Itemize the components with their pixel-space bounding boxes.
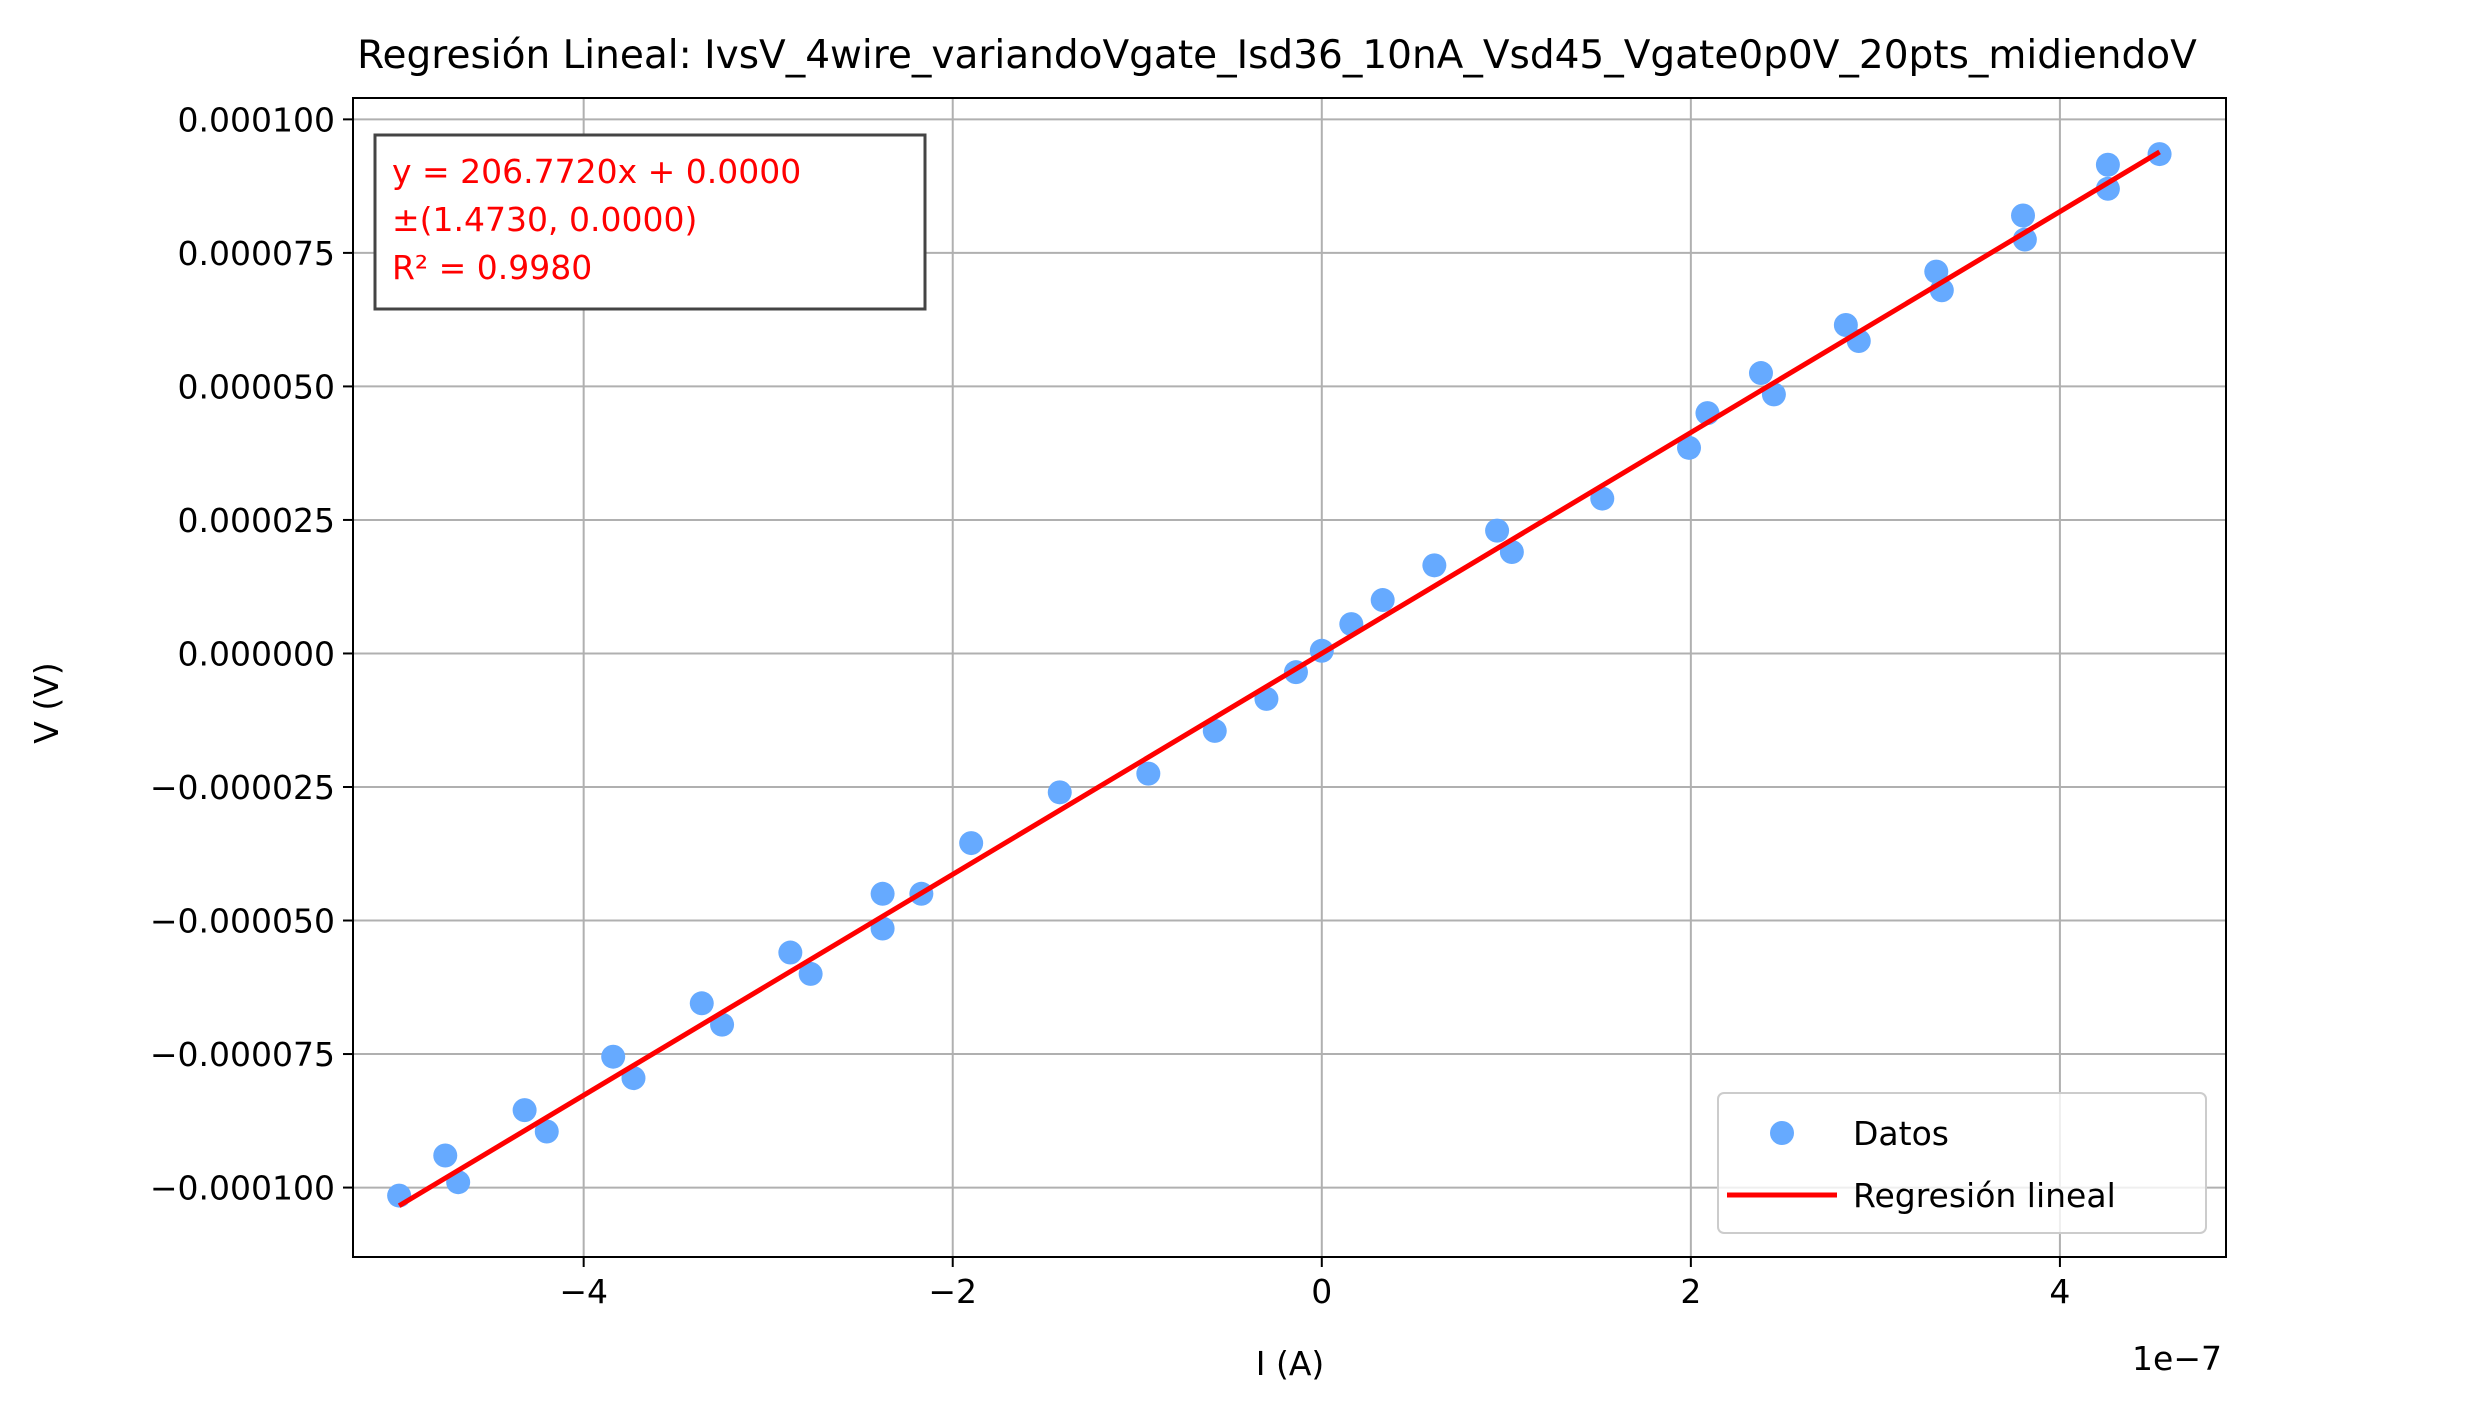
y-axis-label: V (V) xyxy=(27,662,66,743)
data-point xyxy=(1202,718,1227,743)
y-tick-label: 0.000025 xyxy=(178,501,335,540)
y-tick-label: 0.000050 xyxy=(178,367,335,406)
x-tick-label: −4 xyxy=(559,1272,608,1311)
data-point xyxy=(1422,553,1447,578)
annotation-equation: y = 206.7720x + 0.0000 xyxy=(392,152,801,191)
data-point xyxy=(1833,312,1858,337)
plot-frame xyxy=(352,97,2227,1258)
legend-label-regresion: Regresión lineal xyxy=(1853,1176,2116,1215)
y-tick-label: −0.000050 xyxy=(150,902,335,941)
x-tick-label: −2 xyxy=(928,1272,977,1311)
x-axis-label: I (A) xyxy=(1256,1344,1325,1383)
data-point xyxy=(512,1098,537,1123)
x-tick-label: 4 xyxy=(2049,1272,2070,1311)
data-point xyxy=(433,1143,458,1168)
y-axis-ticks: 0.000100 0.000075 0.000050 0.000025 0.000000… xyxy=(150,100,353,1208)
data-layer xyxy=(387,142,2172,1208)
x-tick-label: 0 xyxy=(1311,1272,1332,1311)
y-tick-label: −0.000025 xyxy=(150,768,335,807)
data-point xyxy=(689,991,714,1016)
data-point xyxy=(1590,486,1615,511)
y-tick-label: −0.000075 xyxy=(150,1035,335,1074)
y-tick-label: −0.000100 xyxy=(150,1169,335,1208)
annotation-uncertainty: ±(1.4730, 0.0000) xyxy=(392,200,697,239)
regression-line xyxy=(397,149,2161,1208)
data-point xyxy=(870,881,895,906)
annotation-box xyxy=(373,133,927,311)
legend: Datos Regresión lineal xyxy=(1717,1092,2207,1234)
data-point xyxy=(778,940,803,965)
data-point xyxy=(1748,361,1773,386)
x-axis-offset-label: 1e−7 xyxy=(2132,1339,2222,1378)
data-point xyxy=(1677,435,1702,460)
data-point xyxy=(1370,588,1395,613)
x-tick-label: 2 xyxy=(1680,1272,1701,1311)
data-point xyxy=(621,1066,646,1091)
legend-marker-datos xyxy=(1770,1121,1794,1145)
chart-title: Regresión Lineal: IvsV_4wire_variandoVga… xyxy=(357,33,2197,78)
data-point xyxy=(2095,176,2120,201)
data-point xyxy=(534,1119,559,1144)
x-axis-ticks: −4 −2 0 2 4 xyxy=(559,1257,2070,1311)
y-tick-label: 0.000000 xyxy=(178,634,335,673)
legend-label-datos: Datos xyxy=(1853,1114,1949,1153)
grid xyxy=(353,98,2226,1257)
data-point xyxy=(601,1044,626,1069)
data-point xyxy=(1924,259,1949,284)
data-point xyxy=(2011,203,2036,228)
legend-box xyxy=(1717,1092,2207,1234)
data-point xyxy=(2095,152,2120,177)
data-point xyxy=(1136,761,1161,786)
regression-annotation: y = 206.7720x + 0.0000 ±(1.4730, 0.0000)… xyxy=(373,133,927,311)
annotation-r-squared: R² = 0.9980 xyxy=(392,248,592,287)
data-point xyxy=(1485,518,1510,543)
data-point xyxy=(1047,780,1072,805)
data-point xyxy=(959,831,984,856)
data-point xyxy=(798,961,823,986)
y-tick-label: 0.000075 xyxy=(178,234,335,273)
y-tick-label: 0.000100 xyxy=(178,100,335,139)
